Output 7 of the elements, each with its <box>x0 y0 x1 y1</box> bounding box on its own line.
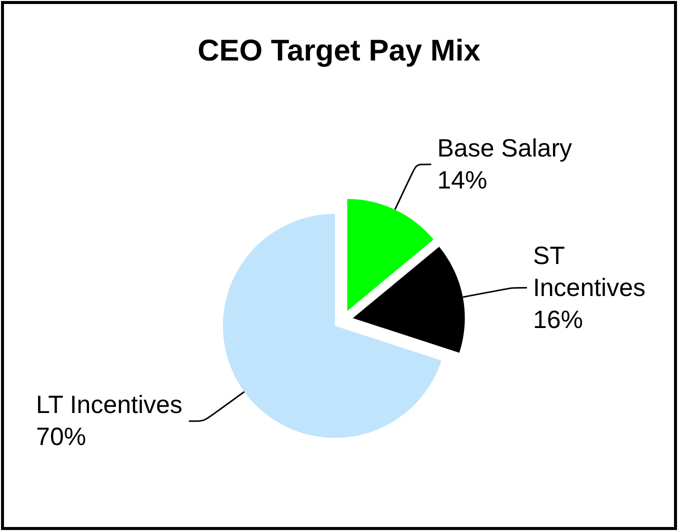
slice-label: ST Incentives <box>532 242 646 302</box>
slice-label: LT Incentives <box>36 391 182 420</box>
data-label: 14% <box>437 166 488 194</box>
data-label: 70% <box>36 423 86 452</box>
slice-label: Base Salary <box>437 134 573 162</box>
data-label: 16% <box>532 306 583 334</box>
chart-title: CEO Target Pay Mix <box>198 34 481 68</box>
